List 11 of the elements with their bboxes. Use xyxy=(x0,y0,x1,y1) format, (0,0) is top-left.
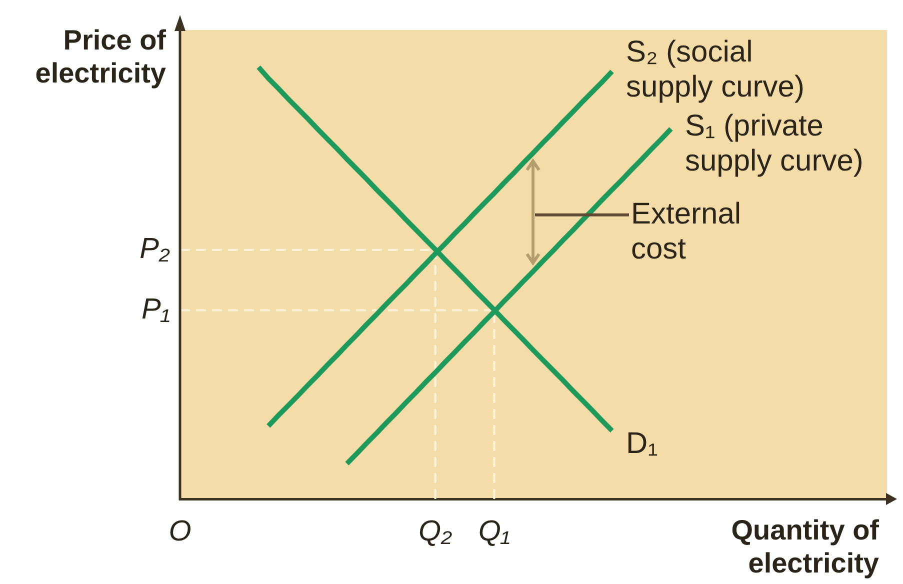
ref-line-label: P₁ xyxy=(142,293,170,326)
series-label: S₁ (private supply curve) xyxy=(684,110,864,178)
x-axis-title: Quantity of electricity xyxy=(731,514,880,579)
x-tick-label: Q₁ xyxy=(478,515,510,548)
x-tick-label: O xyxy=(168,515,192,548)
series-label: S₂ (social supply curve) xyxy=(626,36,804,104)
ref-line-label: P₂ xyxy=(140,232,170,265)
y-axis-title: Price of electricity xyxy=(35,24,167,89)
x-tick-label: Q₂ xyxy=(418,515,452,548)
annotation: External cost xyxy=(631,197,742,266)
series-label: D₁ xyxy=(626,427,658,460)
